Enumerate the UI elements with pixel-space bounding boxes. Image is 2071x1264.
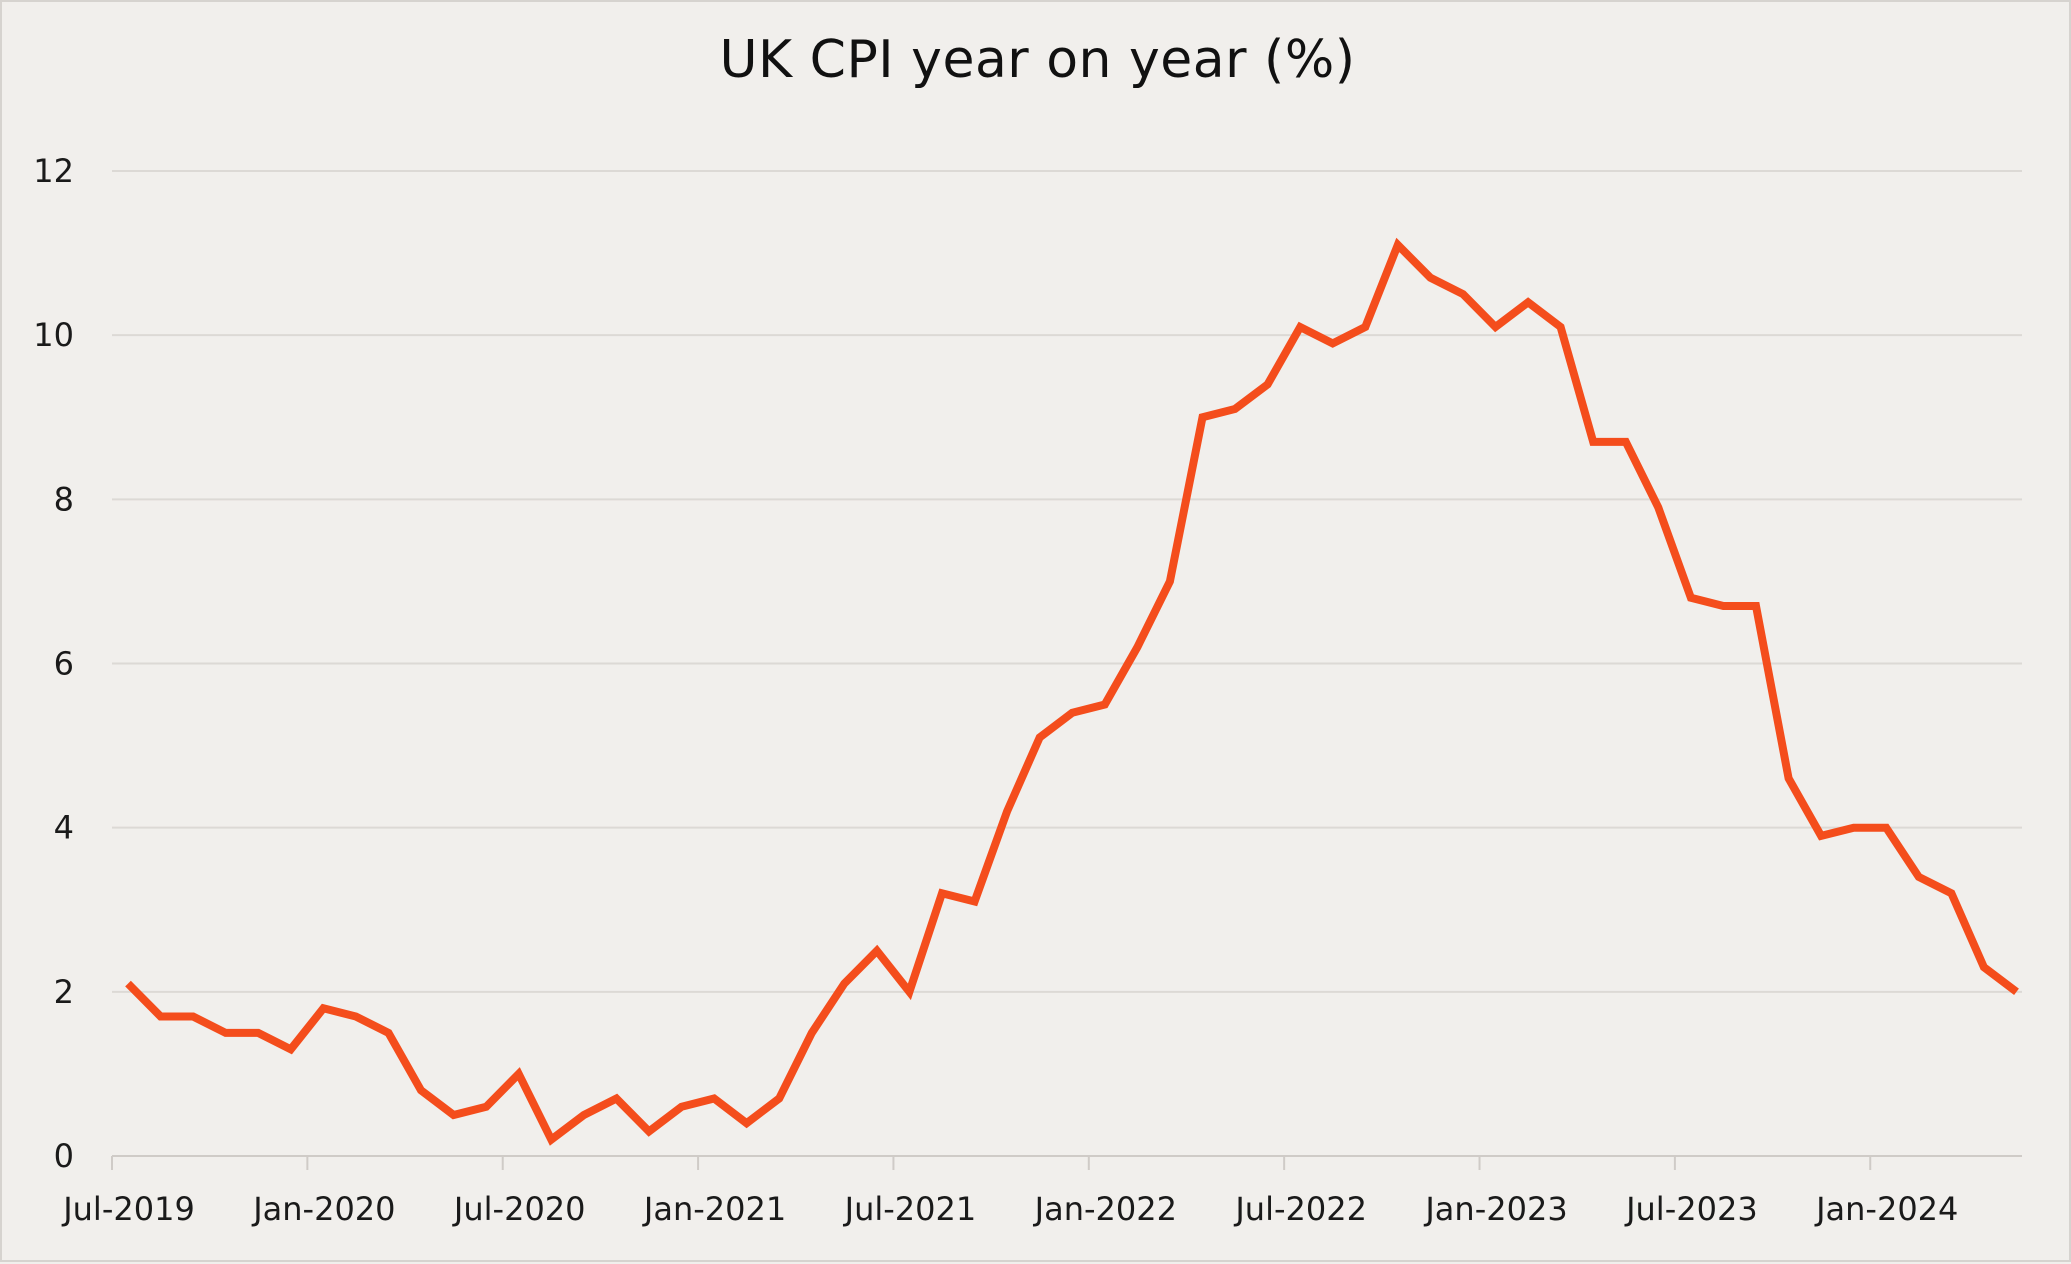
x-axis	[111, 1155, 2022, 1170]
grid-lines	[112, 170, 2022, 993]
y-tick-label-12: 12	[33, 152, 74, 190]
y-axis-tick-labels: 0 2 4 6 8 10 12	[33, 152, 74, 1175]
x-tick-label-Jul-2019: Jul-2019	[61, 1190, 195, 1228]
x-tick-label-Jan-2024: Jan-2024	[1814, 1190, 1958, 1228]
x-tick-label-Jan-2021: Jan-2021	[642, 1190, 786, 1228]
series-layer	[125, 237, 2019, 1146]
y-tick-label-2: 2	[54, 973, 74, 1011]
y-tick-label-10: 10	[33, 316, 74, 354]
y-tick-label-8: 8	[54, 480, 74, 518]
x-tick-label-Jan-2022: Jan-2022	[1033, 1190, 1177, 1228]
x-tick-label-Jul-2022: Jul-2022	[1233, 1190, 1367, 1228]
x-tick-label-Jul-2021: Jul-2021	[843, 1190, 977, 1228]
x-tick-label-Jan-2023: Jan-2023	[1423, 1190, 1567, 1228]
x-axis-tick-labels: Jul-2019 Jan-2020 Jul-2020 Jan-2021 Jul-2021…	[61, 1190, 1958, 1228]
y-tick-label-4: 4	[54, 809, 74, 847]
x-tick-label-Jan-2020: Jan-2020	[251, 1190, 395, 1228]
x-tick-label-Jul-2020: Jul-2020	[452, 1190, 586, 1228]
y-tick-label-6: 6	[54, 645, 74, 683]
y-tick-label-0: 0	[54, 1137, 74, 1175]
series-line-cpi	[125, 237, 2019, 1146]
x-tick-label-Jul-2023: Jul-2023	[1624, 1190, 1758, 1228]
chart-title: UK CPI year on year (%)	[719, 30, 1356, 90]
